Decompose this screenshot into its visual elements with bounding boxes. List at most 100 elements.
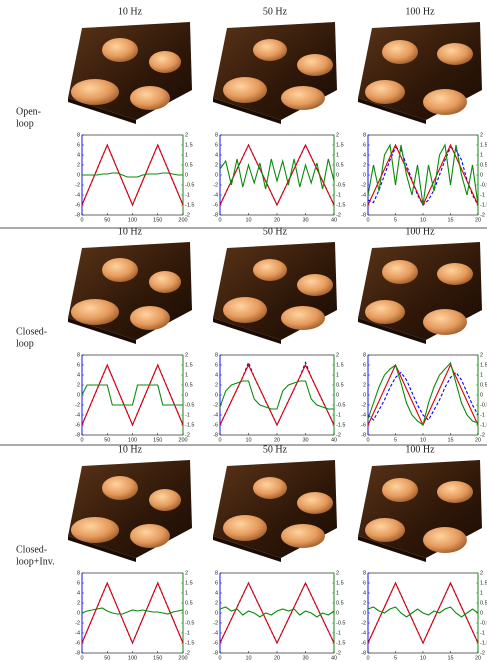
row-label: Closed- xyxy=(16,544,47,555)
y-tick-label: 2 xyxy=(363,600,366,606)
y-tick-label: -6 xyxy=(361,640,366,646)
x-tick-label: 150 xyxy=(153,437,162,443)
surface-image xyxy=(213,242,337,344)
y-tick-label: 4 xyxy=(215,152,218,158)
surface-feature xyxy=(71,299,119,325)
y-tick-label: -6 xyxy=(75,422,80,428)
surface-feature xyxy=(365,518,405,542)
y2-tick-label: 2 xyxy=(480,570,483,576)
x-tick-label: 15 xyxy=(447,217,453,223)
x-tick-label: 20 xyxy=(274,437,280,443)
surface-feature xyxy=(423,309,467,335)
surface-feature xyxy=(281,306,325,330)
y-tick-label: 8 xyxy=(363,132,366,138)
y-tick-label: -8 xyxy=(213,650,218,656)
surface-feature xyxy=(130,524,170,548)
y2-tick-label: 0.5 xyxy=(480,162,487,168)
plot-frame xyxy=(82,573,183,653)
y2-tick-label: 2 xyxy=(480,352,483,358)
y-tick-label: 6 xyxy=(77,362,80,368)
surface-feature xyxy=(223,77,267,103)
y-tick-label: -6 xyxy=(213,640,218,646)
y2-tick-label: 1.5 xyxy=(185,362,193,368)
y2-tick-label: -1.5 xyxy=(480,422,487,428)
x-tick-label: 5 xyxy=(394,437,397,443)
y2-tick-label: -1.5 xyxy=(480,202,487,208)
surface-feature xyxy=(223,297,267,323)
x-tick-label: 0 xyxy=(366,217,369,223)
surface-feature xyxy=(149,271,181,293)
x-tick-label: 10 xyxy=(245,655,251,661)
y2-tick-label: -2 xyxy=(336,650,341,656)
y-tick-label: 4 xyxy=(215,372,218,378)
x-tick-label: 20 xyxy=(274,655,280,661)
y2-tick-label: -0.5 xyxy=(185,182,194,188)
y2-tick-label: -1 xyxy=(480,630,485,636)
y2-tick-label: 2 xyxy=(185,570,188,576)
y-tick-label: 6 xyxy=(215,580,218,586)
surface-feature xyxy=(253,39,287,61)
surface-image xyxy=(68,22,192,124)
y2-tick-label: 1 xyxy=(480,152,483,158)
chart-title: 50 Hz xyxy=(263,6,288,17)
y2-tick-label: -1.5 xyxy=(336,422,345,428)
y2-tick-label: -2 xyxy=(185,650,190,656)
y2-tick-label: -2 xyxy=(185,432,190,438)
chart-title: 100 Hz xyxy=(405,6,435,17)
y-tick-label: 4 xyxy=(215,590,218,596)
y2-tick-label: -1 xyxy=(480,412,485,418)
x-tick-label: 30 xyxy=(302,217,308,223)
plot-frame xyxy=(82,355,183,435)
y-tick-label: -8 xyxy=(75,432,80,438)
y-tick-label: -2 xyxy=(213,402,218,408)
y-tick-label: -4 xyxy=(213,630,218,636)
y-tick-label: 4 xyxy=(363,152,366,158)
y-tick-label: 0 xyxy=(77,172,80,178)
y-tick-label: 8 xyxy=(77,570,80,576)
y-tick-label: 0 xyxy=(77,610,80,616)
y2-tick-label: 1.5 xyxy=(480,142,487,148)
y-tick-label: 2 xyxy=(363,162,366,168)
y-tick-label: 8 xyxy=(363,570,366,576)
surface-feature xyxy=(365,300,405,324)
y-tick-label: 6 xyxy=(77,580,80,586)
plot-frame xyxy=(220,135,334,215)
y2-tick-label: -2 xyxy=(480,650,485,656)
y-tick-label: 6 xyxy=(215,142,218,148)
y-tick-label: -2 xyxy=(361,402,366,408)
figure: Open-loopClosed-loopClosed-loop+Inv.10 H… xyxy=(0,0,487,662)
surface-feature xyxy=(281,86,325,110)
surface-image xyxy=(213,460,337,562)
x-tick-label: 100 xyxy=(128,437,137,443)
x-tick-label: 15 xyxy=(447,655,453,661)
y2-tick-label: -1 xyxy=(185,412,190,418)
y-tick-label: 8 xyxy=(215,570,218,576)
surface-feature xyxy=(423,89,467,115)
row-label: loop xyxy=(16,338,34,349)
y-tick-label: 2 xyxy=(77,162,80,168)
surface-feature xyxy=(102,38,138,62)
surface-feature xyxy=(281,524,325,548)
y2-tick-label: -2 xyxy=(480,212,485,218)
y2-tick-label: 0.5 xyxy=(336,600,344,606)
y2-tick-label: 1 xyxy=(185,590,188,596)
x-tick-label: 10 xyxy=(245,217,251,223)
surface-image xyxy=(358,22,482,124)
y-tick-label: -2 xyxy=(75,402,80,408)
y2-tick-label: -1.5 xyxy=(336,640,345,646)
y2-tick-label: 0.5 xyxy=(480,600,487,606)
y-tick-label: 4 xyxy=(77,152,80,158)
surface-feature xyxy=(297,274,333,296)
chart-title: 50 Hz xyxy=(263,226,288,237)
y-tick-label: -6 xyxy=(213,202,218,208)
row-label: Open- xyxy=(16,106,41,117)
y2-tick-label: -2 xyxy=(336,432,341,438)
surface-feature xyxy=(253,477,287,499)
surface-feature xyxy=(149,51,181,73)
surface-feature xyxy=(437,263,473,285)
y2-tick-label: -1 xyxy=(336,192,341,198)
y2-tick-label: -1 xyxy=(185,192,190,198)
y-tick-label: -4 xyxy=(213,192,218,198)
y-tick-label: -8 xyxy=(213,432,218,438)
y-tick-label: 0 xyxy=(215,172,218,178)
